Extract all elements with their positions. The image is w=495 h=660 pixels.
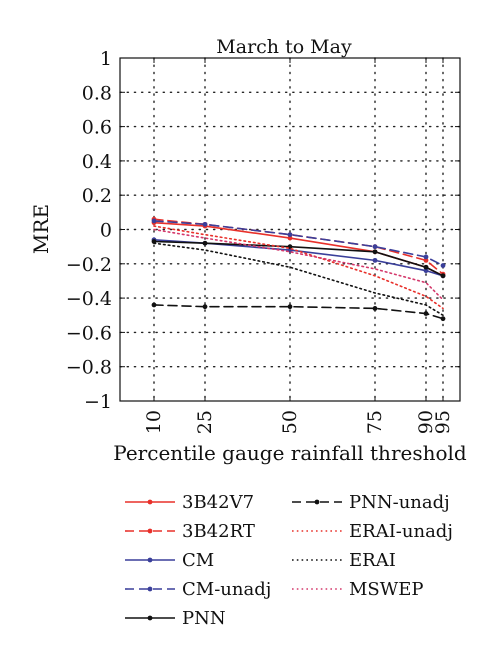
series-line-mswep [153,228,444,301]
y-axis-label: MRE [29,204,53,254]
data-point [423,311,429,316]
y-tick-label: 0.8 [82,82,112,104]
data-point [287,235,293,241]
y-tick-label: −0.4 [66,288,112,310]
legend-marker [147,557,153,563]
legend-marker [314,499,320,505]
data-point [372,257,378,263]
x-tick-label: 50 [279,410,301,434]
legend-marker [147,586,153,592]
data-point [287,232,293,238]
y-tick-label: 0 [100,220,112,242]
data-point [423,257,429,263]
data-point [151,218,157,224]
data-point [423,254,429,260]
legend-label: PNN-unadj [349,492,450,513]
data-point [287,304,293,310]
y-tick-label: 0.6 [82,117,112,139]
grid [119,57,461,402]
series-line-erai-unadj [153,225,444,310]
y-tick-label: −0.6 [66,322,112,344]
x-tick-label: 90 [415,410,437,434]
data-point [440,316,446,322]
x-tick-label: 25 [194,410,216,434]
legend-marker [147,499,153,505]
series-line-cm [153,238,444,277]
legend-label: 3B42V7 [182,492,254,513]
y-tick-label: −0.2 [66,254,112,276]
legend-label: PNN [182,608,226,629]
legend-label: CM-unadj [182,579,271,600]
data-point [372,249,378,255]
legend-marker [147,528,153,534]
legend-label: CM [182,550,214,571]
legend: 3B42V7 3B42RT CM CM-unadj PNN PNN-unadj ERAI-u… [125,492,453,629]
x-axis-label: Percentile gauge rainfall threshold [113,441,467,465]
y-tick-label: −0.8 [66,357,112,379]
legend-label: 3B42RT [182,521,255,542]
legend-label: ERAI [349,550,396,571]
data-point [423,268,429,274]
x-tick-label: 75 [364,410,386,434]
data-point [151,302,157,308]
legend-marker [147,615,153,621]
y-tick-label: 0.2 [82,185,112,207]
data-point [440,263,446,268]
series-line-cm-unadj [153,220,444,267]
x-tick-label: 95 [432,410,454,434]
legend-label: ERAI-unadj [349,521,453,542]
y-tick-label: 1 [100,48,112,70]
y-tick-label: −1 [84,391,112,413]
y-axis: 1 0.8 0.6 0.4 0.2 0 −0.2 −0.4 −0.6 −0.8 −1 [66,48,460,413]
data-point [372,244,378,250]
chart-title: March to May [216,36,352,58]
data-point [440,273,446,279]
data-point [202,221,208,227]
y-tick-label: 0.4 [82,151,112,173]
x-tick-label: 10 [143,410,165,434]
series-line-erai [153,242,444,317]
data-point [202,240,208,246]
series-line-pnn-unadj [153,304,444,320]
series-line-pnn [153,240,444,277]
data-point [423,264,429,270]
legend-label: MSWEP [349,579,424,600]
data-point [372,305,378,311]
series-lines [151,216,446,322]
data-point [202,304,208,310]
